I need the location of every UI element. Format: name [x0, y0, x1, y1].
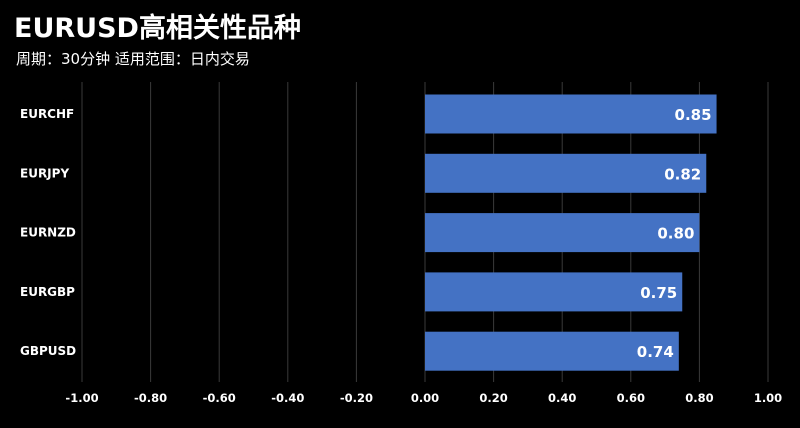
data-label: 0.75	[640, 284, 677, 302]
x-tick-label: -1.00	[65, 391, 98, 405]
bar	[425, 153, 707, 193]
data-label: 0.74	[637, 343, 674, 361]
bar	[425, 213, 700, 253]
data-label: 0.85	[675, 106, 712, 124]
category-label: EURCHF	[20, 107, 74, 121]
x-tick-label: -0.40	[271, 391, 304, 405]
bar	[425, 94, 717, 134]
bars	[425, 94, 717, 371]
x-tick-label: 0.40	[548, 391, 576, 405]
data-labels: 0.85 0.82 0.80 0.75 0.74	[637, 106, 712, 361]
x-tick-label: 0.80	[685, 391, 713, 405]
x-tick-label: 0.60	[617, 391, 645, 405]
x-tick-label: -0.80	[134, 391, 167, 405]
x-tick-label: 0.00	[411, 391, 439, 405]
category-label: EURNZD	[20, 226, 76, 240]
category-labels: EURCHF EURJPY EURNZD EURGBP GBPUSD	[20, 107, 76, 358]
category-label: EURGBP	[20, 285, 75, 299]
category-label: EURJPY	[20, 166, 69, 180]
category-label: GBPUSD	[20, 344, 76, 358]
data-label: 0.80	[657, 225, 694, 243]
x-tick-label: -0.20	[340, 391, 373, 405]
data-label: 0.82	[664, 165, 701, 183]
x-tick-label: 0.20	[479, 391, 507, 405]
x-tick-label: 1.00	[754, 391, 782, 405]
bar	[425, 272, 683, 312]
chart-subtitle: 周期：30分钟 适用范围：日内交易	[16, 50, 250, 68]
x-axis-tick-labels: -1.00 -0.80 -0.60 -0.40 -0.20 0.00 0.20 0.40 0.6…	[65, 391, 782, 405]
bar	[425, 331, 679, 371]
chart-title: EURUSD高相关性品种	[14, 13, 301, 44]
x-tick-label: -0.60	[203, 391, 236, 405]
